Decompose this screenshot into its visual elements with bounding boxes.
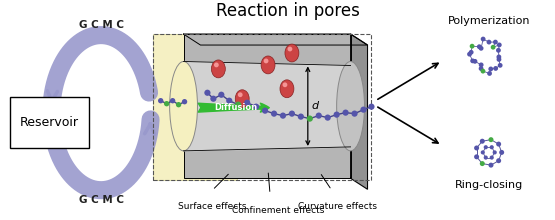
- Point: [280, 83, 289, 86]
- Point: [174, 103, 183, 106]
- Point: [279, 114, 287, 117]
- Ellipse shape: [170, 62, 198, 151]
- Point: [234, 103, 243, 106]
- Point: [472, 155, 481, 159]
- Point: [491, 40, 500, 44]
- Text: G C M C: G C M C: [79, 20, 124, 30]
- Point: [467, 51, 476, 54]
- Point: [323, 116, 332, 119]
- Point: [468, 44, 477, 48]
- Point: [285, 47, 294, 51]
- Point: [236, 93, 245, 97]
- Point: [478, 151, 487, 154]
- Point: [472, 146, 481, 150]
- Point: [485, 40, 493, 44]
- Text: G C M C: G C M C: [79, 195, 124, 205]
- Point: [168, 99, 177, 103]
- Point: [491, 67, 500, 70]
- Point: [489, 46, 498, 49]
- FancyBboxPatch shape: [9, 97, 89, 148]
- Polygon shape: [351, 34, 367, 189]
- Ellipse shape: [337, 62, 365, 151]
- Point: [162, 102, 171, 105]
- Ellipse shape: [235, 90, 249, 108]
- Point: [478, 69, 487, 73]
- Point: [468, 59, 477, 63]
- Point: [287, 112, 296, 116]
- Point: [496, 64, 504, 67]
- Point: [209, 97, 218, 101]
- Point: [180, 100, 189, 103]
- Point: [341, 111, 350, 114]
- Bar: [153, 34, 371, 180]
- Polygon shape: [184, 34, 367, 45]
- Point: [261, 59, 270, 63]
- Point: [477, 67, 486, 70]
- Point: [478, 139, 487, 143]
- Text: Confinement effects: Confinement effects: [232, 206, 324, 215]
- Polygon shape: [184, 62, 351, 151]
- Point: [212, 63, 221, 67]
- Point: [225, 99, 234, 103]
- Point: [495, 43, 504, 47]
- Point: [471, 60, 480, 63]
- Point: [217, 93, 226, 97]
- Point: [486, 67, 495, 71]
- Text: Diffusion: Diffusion: [214, 103, 258, 112]
- Bar: [153, 34, 237, 180]
- Bar: [184, 34, 351, 178]
- Point: [350, 112, 359, 116]
- Point: [157, 99, 165, 103]
- Point: [494, 49, 503, 52]
- Point: [495, 55, 503, 59]
- Point: [367, 105, 376, 108]
- Point: [490, 151, 499, 154]
- Point: [477, 47, 486, 50]
- Point: [251, 105, 260, 108]
- Point: [487, 138, 496, 141]
- Point: [487, 156, 496, 159]
- Text: Curvature effects: Curvature effects: [298, 202, 377, 211]
- Text: Ring-closing: Ring-closing: [455, 180, 523, 190]
- Point: [332, 113, 341, 116]
- Ellipse shape: [261, 56, 275, 74]
- Point: [305, 117, 314, 120]
- Point: [494, 142, 503, 146]
- Point: [296, 115, 305, 118]
- Text: Polymerization: Polymerization: [447, 16, 530, 26]
- Point: [481, 156, 490, 159]
- Ellipse shape: [285, 44, 299, 62]
- Point: [314, 114, 323, 117]
- Point: [485, 72, 494, 75]
- Text: Reservoir: Reservoir: [20, 116, 79, 129]
- Point: [481, 145, 490, 149]
- Ellipse shape: [280, 80, 294, 98]
- Point: [359, 108, 368, 111]
- Point: [487, 145, 496, 149]
- Point: [203, 91, 212, 95]
- Text: d: d: [312, 101, 319, 111]
- Point: [475, 45, 484, 48]
- Text: Reaction in pores: Reaction in pores: [216, 2, 360, 20]
- Point: [478, 37, 487, 41]
- Point: [494, 159, 503, 162]
- Point: [261, 109, 270, 112]
- Ellipse shape: [211, 60, 225, 78]
- Point: [270, 112, 279, 116]
- Point: [477, 63, 486, 67]
- Point: [487, 163, 496, 167]
- Point: [243, 101, 251, 104]
- Point: [478, 162, 487, 165]
- Point: [495, 58, 503, 61]
- Point: [497, 151, 506, 154]
- Text: Surface effects: Surface effects: [178, 202, 246, 211]
- Point: [465, 52, 474, 56]
